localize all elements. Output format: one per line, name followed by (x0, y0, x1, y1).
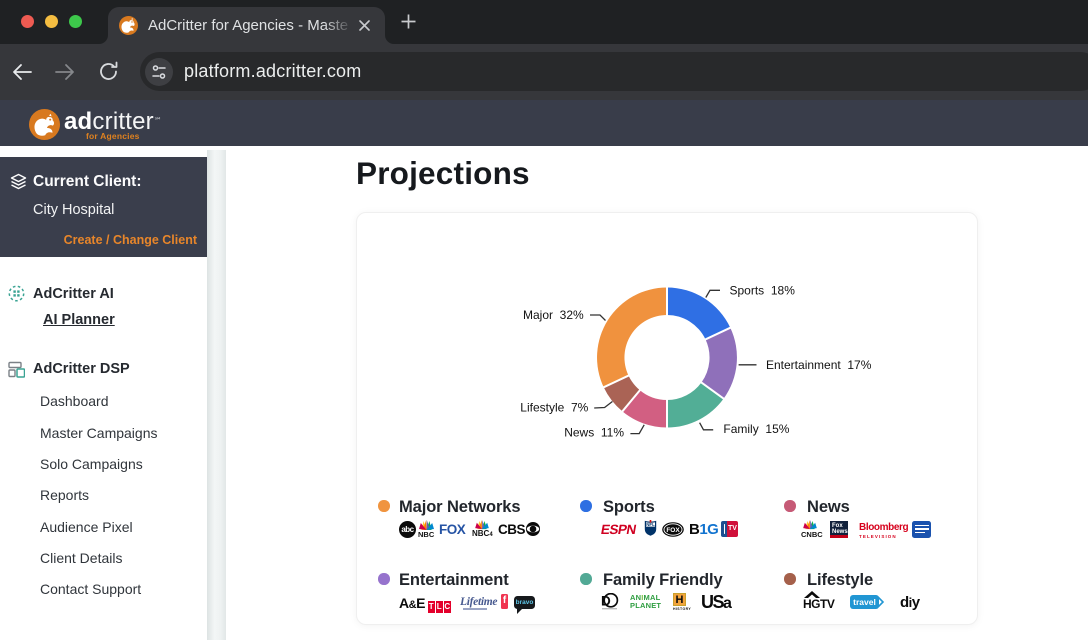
svg-text:News 11%: News 11% (564, 426, 624, 440)
svg-text:D: D (601, 594, 611, 609)
svg-text:Entertainment 17%: Entertainment 17% (766, 358, 872, 372)
svg-text:Sports 18%: Sports 18% (730, 283, 796, 297)
svg-text:FOX: FOX (666, 527, 680, 534)
svg-text:NFL: NFL (646, 522, 655, 527)
svg-text:Major 32%: Major 32% (523, 308, 584, 322)
svg-text:Family 15%: Family 15% (723, 422, 789, 436)
svg-text:Lifestyle 7%: Lifestyle 7% (520, 400, 588, 414)
